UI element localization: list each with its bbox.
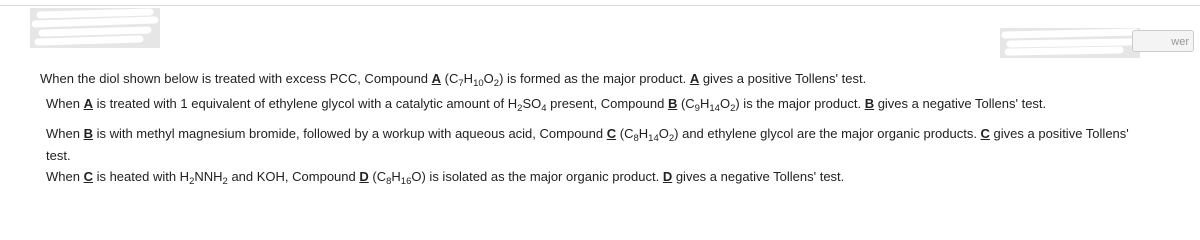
text-run: O [483,71,494,86]
text-run: H [699,96,710,111]
text-run: ) is the major product. [735,96,865,111]
text-run: 2 [493,78,500,89]
text-run: O) is isolated as the major organic prod… [411,169,663,184]
answer-button[interactable]: wer [1132,30,1194,52]
text-run: (C [616,126,634,141]
text-run: 9 [694,103,700,114]
text-run: (C [677,96,695,111]
text-run: 2 [189,176,195,187]
text-run: gives a negative Tollens' test. [672,169,845,184]
text-run: gives a positive Tollens' test. [699,71,867,86]
text-run: gives a positive Tollens' test. [46,126,1129,163]
text-run: and KOH, Compound [227,169,360,184]
text-run: O [719,96,731,111]
paragraph: When B is with methyl magnesium bromide,… [46,123,1156,167]
text-run: (C [441,71,459,86]
text-run: When [46,126,84,141]
text-run: When [46,96,84,111]
text-run: 16 [400,176,412,187]
text-run: is with methyl magnesium bromide, follow… [92,126,607,141]
text-run: ) and ethylene glycol are the major orga… [674,126,981,141]
text-run: gives a negative Tollens' test. [874,96,1047,111]
divider [0,5,1200,6]
text-run: C [980,126,990,141]
text-run: SO [522,96,542,111]
text-run: H [391,169,401,184]
text-run: (C [368,169,387,184]
text-run: 8 [386,176,392,187]
text-run: D [662,169,673,184]
text-run: B [667,96,678,111]
text-run: D [359,169,369,184]
text-run: ) is formed as the major product. [499,71,690,86]
text-run: When the diol shown below is treated wit… [40,71,432,86]
text-run: A [431,71,442,86]
text-run: present, Compound [546,96,668,111]
page: {"answer_button": "wer", "paragraphs": [… [0,5,1200,187]
text-run: 2 [517,103,523,114]
text-run: is treated with 1 equivalent of ethylene… [92,96,518,111]
text-run: 8 [633,133,639,144]
paragraph: When C is heated with H2NNH2 and KOH, Co… [46,168,844,186]
text-run: 14 [709,103,720,114]
text-run: 2 [222,176,228,187]
text-run: O [658,126,669,141]
text-run: B [83,126,93,141]
text-run: 4 [541,103,547,114]
text-run: 2 [668,133,675,144]
paragraph: When the diol shown below is treated wit… [40,70,866,88]
text-run: A [689,71,700,86]
text-run: C [606,126,617,141]
text-run: NNH [194,169,223,184]
text-run: 7 [458,78,464,89]
text-run: is heated with H [92,169,190,184]
text-run: H [463,71,474,86]
paragraph: When A is treated with 1 equivalent of e… [46,95,1046,113]
text-run: A [83,96,93,111]
text-run: When [46,169,84,184]
text-run: C [83,169,93,184]
redaction-scribbles [30,8,1140,58]
text-run: 14 [648,133,659,144]
text-run: H [638,126,649,141]
text-run: B [864,96,875,111]
text-run: 2 [730,103,736,114]
text-run: 10 [473,78,484,89]
